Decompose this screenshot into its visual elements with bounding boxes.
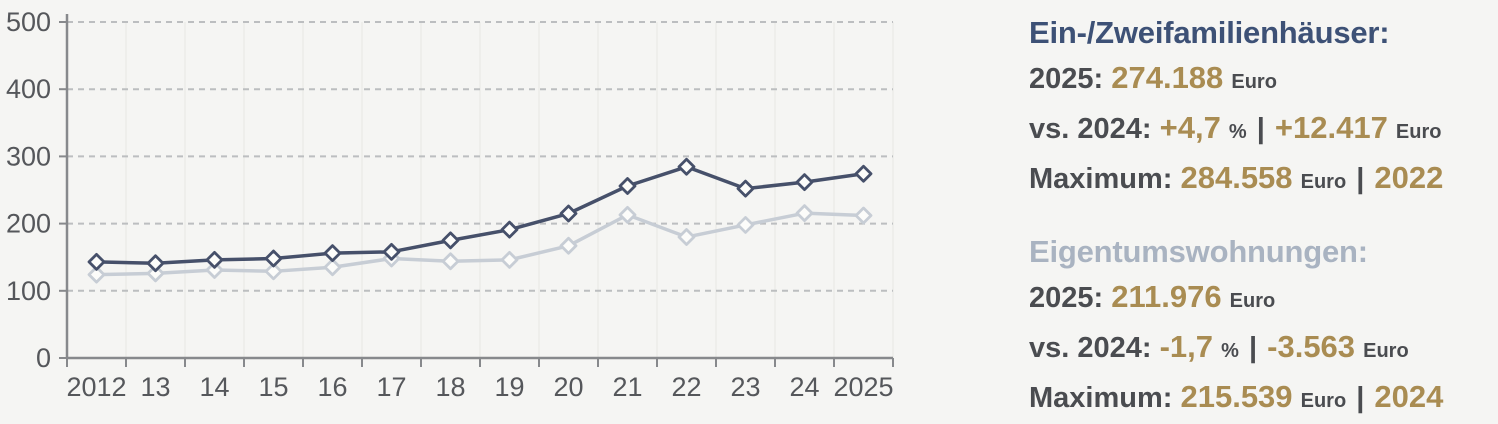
svg-text:400: 400	[6, 74, 51, 104]
flats-title: Eigentumswohnungen:	[1029, 234, 1368, 269]
flats-max-row: Maximum: 215.539 Euro | 2024	[1029, 374, 1498, 424]
svg-text:2012: 2012	[66, 372, 126, 402]
houses-vs-abs: +12.417	[1274, 110, 1388, 145]
svg-text:17: 17	[376, 372, 406, 402]
houses-stats-block: Ein-/Zweifamilienhäuser: 2025: 274.188 E…	[1029, 10, 1498, 205]
svg-text:18: 18	[435, 372, 465, 402]
flats-vs-abs-unit: Euro	[1363, 340, 1409, 362]
svg-text:0: 0	[36, 343, 51, 373]
houses-max-year: 2022	[1374, 160, 1444, 195]
flats-max-year: 2024	[1374, 379, 1444, 414]
svg-text:14: 14	[199, 372, 229, 402]
separator: |	[1248, 332, 1258, 364]
svg-text:500: 500	[6, 7, 51, 37]
flats-vs-abs: -3.563	[1267, 329, 1356, 364]
flats-current-label: 2025:	[1029, 282, 1104, 314]
price-trend-chart: 0 100 200 300 400 500 2012 13 14 15 16 17 18 19 20 21 22…	[6, 7, 894, 402]
flats-current-unit: Euro	[1229, 290, 1276, 312]
houses-title: Ein-/Zweifamilienhäuser:	[1029, 15, 1390, 50]
houses-vs-pct: +4,7	[1159, 110, 1221, 145]
flats-vs-pct-unit: %	[1221, 340, 1239, 362]
flats-stats-block: Eigentumswohnungen: 2025: 211.976 Euro v…	[1029, 229, 1498, 424]
houses-vs-pct-unit: %	[1228, 121, 1247, 143]
svg-text:15: 15	[258, 372, 288, 402]
svg-text:100: 100	[6, 276, 51, 306]
separator: |	[1356, 163, 1365, 195]
flats-max-label: Maximum:	[1029, 382, 1173, 414]
houses-vs-abs-unit: Euro	[1395, 121, 1442, 143]
line-chart-canvas: 0 100 200 300 400 500 2012 13 14 15 16 17 18 19 20 21 22…	[6, 7, 894, 402]
separator: |	[1256, 113, 1265, 145]
svg-text:23: 23	[730, 372, 760, 402]
houses-max-value: 284.558	[1180, 160, 1293, 195]
svg-text:13: 13	[140, 372, 170, 402]
svg-text:20: 20	[553, 372, 583, 402]
flats-vs-pct: -1,7	[1159, 329, 1214, 364]
flats-vs-row: vs. 2024: -1,7 % | -3.563 Euro	[1029, 324, 1498, 374]
svg-text:19: 19	[494, 372, 524, 402]
flats-current-value: 211.976	[1111, 279, 1222, 314]
svg-text:24: 24	[789, 372, 819, 402]
houses-vs-row: vs. 2024: +4,7 % | +12.417 Euro	[1029, 105, 1498, 155]
stats-panel: Ein-/Zweifamilienhäuser: 2025: 274.188 E…	[985, 0, 1498, 414]
houses-current-value: 274.188	[1111, 60, 1224, 95]
houses-max-label: Maximum:	[1029, 163, 1173, 195]
flats-vs-label: vs. 2024:	[1029, 332, 1152, 364]
houses-current-label: 2025:	[1029, 63, 1104, 95]
svg-text:21: 21	[612, 372, 642, 402]
svg-text:22: 22	[671, 372, 701, 402]
flats-current-row: 2025: 211.976 Euro	[1029, 274, 1498, 324]
separator: |	[1356, 382, 1365, 414]
svg-text:300: 300	[6, 141, 51, 171]
flats-max-unit: Euro	[1300, 390, 1347, 412]
flats-max-value: 215.539	[1180, 379, 1293, 414]
houses-max-row: Maximum: 284.558 Euro | 2022	[1029, 155, 1498, 205]
svg-text:2025: 2025	[833, 372, 893, 402]
houses-current-unit: Euro	[1231, 71, 1277, 93]
svg-text:200: 200	[6, 209, 51, 239]
svg-text:16: 16	[317, 372, 347, 402]
houses-max-unit: Euro	[1300, 171, 1347, 193]
houses-vs-label: vs. 2024:	[1029, 113, 1152, 145]
houses-current-row: 2025: 274.188 Euro	[1029, 55, 1498, 105]
